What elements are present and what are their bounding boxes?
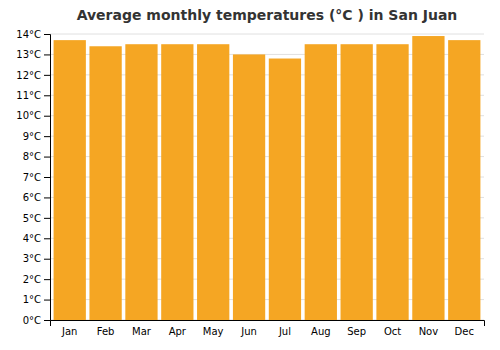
y-tick: 12°C [16,70,50,81]
y-tick-label: 14°C [16,29,41,40]
y-tick-label: 10°C [16,110,41,121]
x-tick-label: Mar [132,326,152,337]
x-tick: Oct [384,326,401,337]
bars [54,36,481,320]
y-tick: 0°C [23,315,50,326]
x-tick-label: Apr [169,326,187,337]
y-tick-mark [44,320,50,321]
y-tick: 9°C [23,131,50,142]
bar [412,36,444,320]
bar [161,44,193,320]
y-tick: 8°C [23,151,50,162]
x-tick: Jan [61,326,77,337]
bar [233,54,265,320]
y-tick-label: 13°C [16,49,41,60]
y-tick-mark [44,279,50,280]
y-tick-label: 0°C [23,315,41,326]
y-tick-label: 11°C [16,90,41,101]
grid-line [50,34,484,35]
y-tick: 13°C [16,49,50,60]
grid [50,34,484,320]
x-tick-label: Jan [61,326,77,337]
y-tick-label: 4°C [23,233,41,244]
x-tick: Mar [132,326,152,337]
y-tick: 2°C [23,274,50,285]
y-tick-mark [44,300,50,301]
y-tick: 14°C [16,29,50,40]
x-tick: Nov [419,326,439,337]
x-tick-label: Dec [455,326,474,337]
y-tick: 3°C [23,253,50,264]
y-tick-mark [44,259,50,260]
bar [269,59,301,320]
x-tick: Aug [311,326,331,337]
x-tick-label: Feb [97,326,115,337]
x-tick-label: May [203,326,224,337]
y-tick-mark [44,54,50,55]
bar [89,46,121,320]
y-tick-label: 12°C [16,70,41,81]
y-tick-label: 1°C [23,294,41,305]
y-tick: 6°C [23,192,50,203]
y-axis: 0°C 1°C 2°C 3°C 4°C 5°C 6°C 7°C 8°C 9°C 10°C 11°C 12… [16,29,50,326]
y-tick: 10°C [16,110,50,121]
y-tick-mark [44,177,50,178]
plot: 0°C 1°C 2°C 3°C 4°C 5°C 6°C 7°C 8°C 9°C 10°C 11°C 12… [16,29,484,337]
x-tick-label: Jun [240,326,257,337]
y-tick-label: 8°C [23,151,41,162]
chart: 0°C 1°C 2°C 3°C 4°C 5°C 6°C 7°C 8°C 9°C 10°C 11°C 12… [0,0,500,350]
x-tick: Apr [169,326,187,337]
y-tick-mark [44,34,50,35]
y-tick: 5°C [23,213,50,224]
y-tick-mark [44,218,50,219]
y-axis-line [44,35,51,321]
y-tick-mark [44,238,50,239]
x-tick: Feb [97,326,115,337]
x-tick: Sep [347,326,366,337]
x-tick: Dec [455,326,474,337]
y-tick: 4°C [23,233,50,244]
y-tick: 1°C [23,294,50,305]
y-tick-mark [44,75,50,76]
title: Average monthly temperatures (°C ) in Sa… [77,7,458,23]
x-tick-label: Nov [419,326,439,337]
y-tick-label: 9°C [23,131,41,142]
x-tick-label: Oct [384,326,401,337]
bar [125,44,157,320]
x-tick: May [203,326,224,337]
bar [376,44,408,320]
y-tick-label: 5°C [23,213,41,224]
y-tick-mark [44,136,50,137]
y-tick: 7°C [23,172,50,183]
y-tick-mark [44,116,50,117]
y-tick-mark [44,197,50,198]
y-tick-label: 2°C [23,274,41,285]
y-tick-label: 3°C [23,253,41,264]
x-tick: Jun [240,326,257,337]
bar [197,44,229,320]
x-tick-label: Sep [347,326,366,337]
bar [448,40,480,320]
y-tick-mark [44,95,50,96]
y-tick-mark [44,157,50,158]
x-tick-label: Aug [311,326,331,337]
y-tick-label: 6°C [23,192,41,203]
x-axis: Jan Feb Mar Apr May Jun Jul Aug Sep Oct Nov Dec [51,321,485,338]
y-tick-label: 7°C [23,172,41,183]
bar [341,44,373,320]
y-tick: 11°C [16,90,50,101]
bar [305,44,337,320]
x-tick-label: Jul [278,326,291,337]
bar [54,40,86,320]
x-tick: Jul [278,326,291,337]
